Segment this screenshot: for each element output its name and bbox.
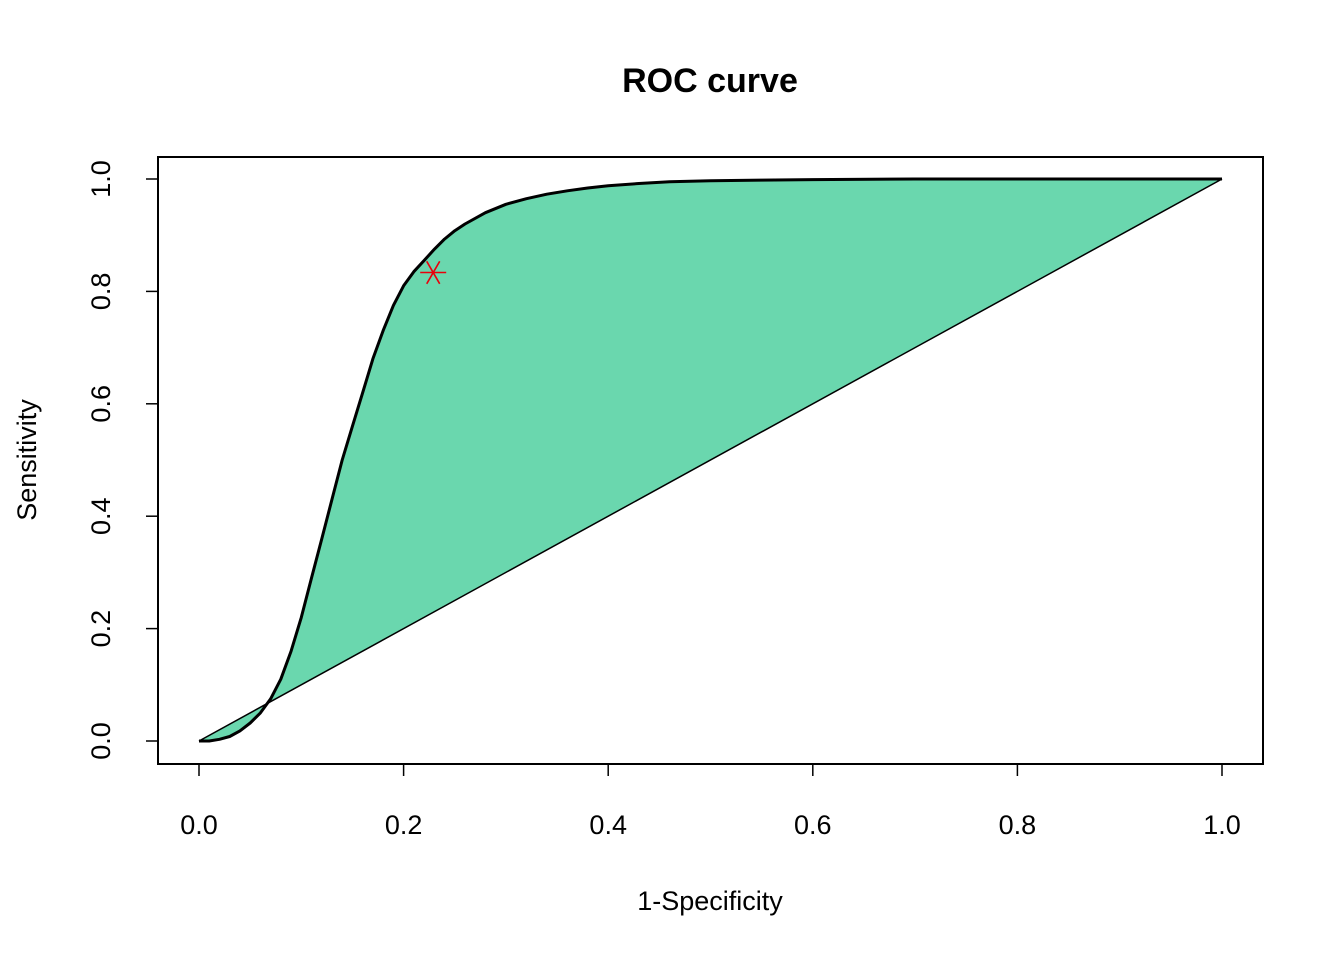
axis-layer: 0.0 0.2 0.4 0.6 0.8 1.0 0.0 0.2 0.4 0.6 0.8 1.0	[86, 160, 1241, 840]
y-tick-label: 0.2	[86, 610, 116, 648]
optimal-cutoff-marker	[420, 260, 447, 285]
x-tick-label: 0.4	[589, 810, 627, 840]
y-axis-label: Sensitivity	[12, 399, 42, 521]
plot-layer	[198, 177, 1223, 743]
roc-curve-line	[199, 177, 1222, 743]
x-tick-label: 0.2	[385, 810, 423, 840]
chart-title: ROC curve	[622, 62, 798, 100]
x-tick-label: 0.0	[180, 810, 218, 840]
y-tick-label: 0.6	[86, 385, 116, 423]
x-tick-label: 0.8	[999, 810, 1037, 840]
y-tick-label: 0.4	[86, 497, 116, 535]
y-tick-label: 0.8	[86, 273, 116, 311]
x-axis-label: 1-Specificity	[637, 886, 783, 916]
reference-diagonal-line	[198, 178, 1223, 742]
x-tick-label: 1.0	[1203, 810, 1241, 840]
y-tick-label: 1.0	[86, 160, 116, 198]
y-tick-label: 0.0	[86, 722, 116, 760]
x-tick-label: 0.6	[794, 810, 832, 840]
